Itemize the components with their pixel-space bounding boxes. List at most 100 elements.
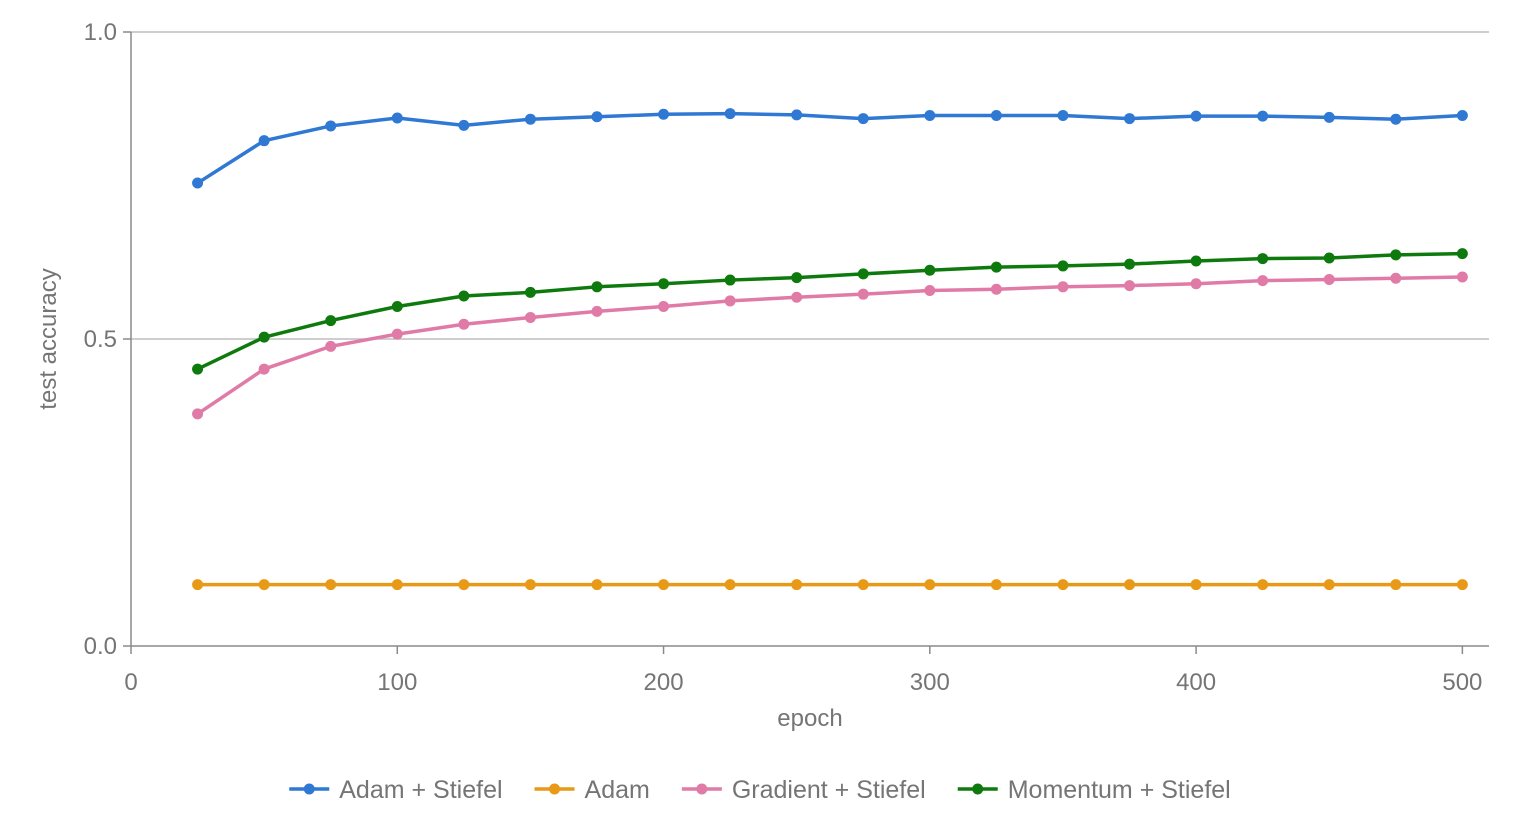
data-point-adam-stiefel [658, 108, 670, 120]
data-point-adam-stiefel [857, 113, 869, 125]
data-point-adam [524, 579, 536, 591]
data-point-gradient-stiefel [591, 305, 603, 317]
data-point-momentum-stiefel [1190, 255, 1202, 267]
data-point-gradient-stiefel [325, 340, 337, 352]
data-point-adam-stiefel [1257, 110, 1269, 122]
legend-label: Adam [585, 776, 650, 804]
data-point-adam-stiefel [258, 135, 270, 147]
series-line-adam-stiefel [195, 111, 1465, 185]
data-point-momentum-stiefel [1390, 249, 1402, 261]
data-point-gradient-stiefel [458, 318, 470, 330]
data-point-gradient-stiefel [524, 312, 536, 324]
series-gradient-stiefel [192, 271, 1468, 420]
data-point-adam [1124, 579, 1136, 591]
x-tick-label: 0 [124, 669, 137, 696]
data-point-gradient-stiefel [1257, 275, 1269, 287]
data-point-adam-stiefel [1124, 113, 1136, 125]
legend-item-momentum-stiefel: Momentum + Stiefel [957, 776, 1231, 804]
series-adam-stiefel [192, 108, 1468, 189]
series-adam [192, 579, 1468, 591]
data-point-momentum-stiefel [1257, 253, 1269, 265]
data-point-adam [724, 579, 736, 591]
y-tick-label: 1.0 [84, 19, 117, 46]
data-point-adam [391, 579, 403, 591]
data-point-momentum-stiefel [591, 281, 603, 293]
data-point-gradient-stiefel [857, 288, 869, 300]
series-momentum-stiefel [192, 248, 1468, 375]
data-point-adam [1456, 579, 1468, 591]
data-point-adam [458, 579, 470, 591]
x-tick-label: 100 [377, 669, 417, 696]
x-axis-title: epoch [777, 705, 842, 732]
data-point-gradient-stiefel [1323, 273, 1335, 285]
data-point-adam [1390, 579, 1402, 591]
data-point-gradient-stiefel [1124, 280, 1136, 292]
series-line-gradient-stiefel [195, 275, 1465, 416]
y-tick-label: 0.5 [84, 326, 117, 353]
data-point-momentum-stiefel [1124, 258, 1136, 270]
axis-layer: 0.0 0.5 1.0 0 100 200 300 400 500 [84, 19, 1489, 696]
data-point-gradient-stiefel [990, 283, 1002, 295]
data-point-gradient-stiefel [724, 295, 736, 307]
data-point-adam-stiefel [724, 108, 736, 120]
data-point-momentum-stiefel [1323, 252, 1335, 264]
series-layer [192, 108, 1468, 591]
legend-label: Gradient + Stiefel [732, 776, 926, 804]
data-point-adam-stiefel [1456, 110, 1468, 122]
data-point-gradient-stiefel [1456, 271, 1468, 283]
data-point-adam [1190, 579, 1202, 591]
legend-swatch-marker [549, 783, 561, 795]
y-tick-label: 0.0 [84, 633, 117, 660]
data-point-momentum-stiefel [658, 278, 670, 290]
y-axis-title: test accuracy [35, 268, 62, 409]
legend-label: Adam + Stiefel [339, 776, 502, 804]
data-point-momentum-stiefel [192, 363, 204, 375]
data-point-adam [658, 579, 670, 591]
data-point-adam [1057, 579, 1069, 591]
legend-item-adam: Adam [534, 776, 650, 804]
grid-layer [131, 31, 1489, 340]
data-point-adam-stiefel [391, 112, 403, 124]
data-point-adam [857, 579, 869, 591]
data-point-gradient-stiefel [924, 284, 936, 296]
data-point-momentum-stiefel [791, 272, 803, 284]
series-line-momentum-stiefel [195, 251, 1465, 371]
data-point-momentum-stiefel [1456, 248, 1468, 260]
data-point-adam-stiefel [1190, 110, 1202, 122]
legend-item-adam-stiefel: Adam + Stiefel [289, 776, 503, 804]
data-point-momentum-stiefel [724, 274, 736, 286]
data-point-momentum-stiefel [924, 264, 936, 276]
x-tick-label: 200 [644, 669, 684, 696]
data-point-momentum-stiefel [990, 261, 1002, 273]
data-point-gradient-stiefel [1057, 281, 1069, 293]
data-point-gradient-stiefel [658, 300, 670, 312]
data-point-adam [990, 579, 1002, 591]
x-tick-label: 400 [1176, 669, 1216, 696]
data-point-adam-stiefel [325, 120, 337, 132]
data-point-momentum-stiefel [1057, 260, 1069, 272]
data-point-adam [192, 579, 204, 591]
legend-swatch-marker [972, 783, 984, 795]
data-point-adam-stiefel [192, 177, 204, 189]
legend: Adam + Stiefel Adam Gradient + Stiefel Mome… [289, 776, 1231, 804]
data-point-adam [1323, 579, 1335, 591]
x-tick-label: 500 [1442, 669, 1482, 696]
data-point-adam-stiefel [924, 110, 936, 122]
x-tick-label: 300 [910, 669, 950, 696]
data-point-adam [258, 579, 270, 591]
data-point-adam [591, 579, 603, 591]
data-point-momentum-stiefel [857, 268, 869, 280]
data-point-gradient-stiefel [192, 408, 204, 420]
data-point-adam-stiefel [458, 119, 470, 131]
data-point-adam [325, 579, 337, 591]
data-point-adam [924, 579, 936, 591]
data-point-momentum-stiefel [524, 286, 536, 298]
data-point-adam-stiefel [1057, 110, 1069, 122]
data-point-adam-stiefel [591, 111, 603, 123]
legend-item-gradient-stiefel: Gradient + Stiefel [681, 776, 926, 804]
legend-label: Momentum + Stiefel [1008, 776, 1231, 804]
data-point-momentum-stiefel [391, 300, 403, 312]
data-point-adam-stiefel [791, 109, 803, 121]
legend-swatch-marker [303, 783, 315, 795]
